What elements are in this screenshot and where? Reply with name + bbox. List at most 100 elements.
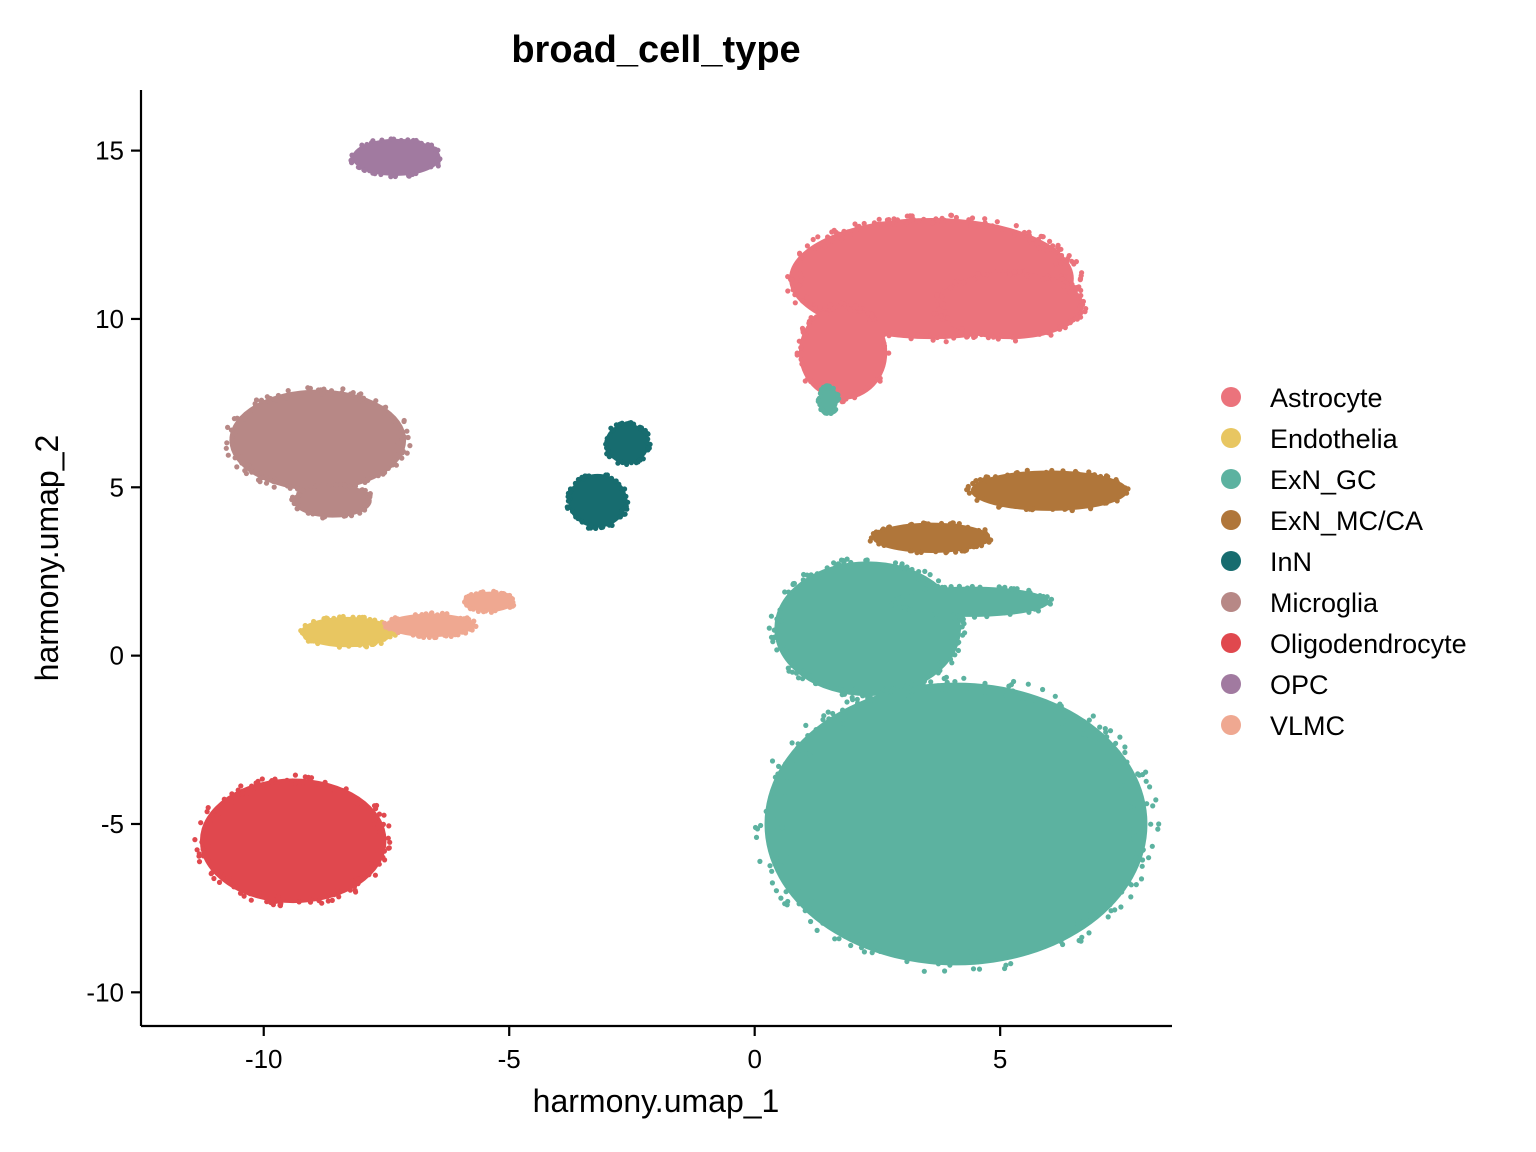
point	[1052, 693, 1058, 699]
point	[245, 462, 251, 468]
point	[567, 488, 574, 495]
point	[852, 686, 858, 692]
point	[833, 229, 839, 235]
point	[620, 459, 626, 466]
point	[1120, 778, 1126, 784]
series-vlmc	[382, 588, 517, 641]
point	[880, 348, 886, 354]
point	[368, 860, 374, 867]
point	[1050, 276, 1056, 283]
point	[1020, 949, 1026, 955]
point	[435, 155, 441, 161]
point	[931, 959, 938, 965]
point	[995, 336, 1001, 342]
point	[962, 630, 968, 636]
point	[278, 900, 284, 907]
point	[928, 679, 934, 685]
point	[826, 716, 832, 722]
point	[234, 464, 240, 470]
point	[978, 331, 985, 338]
point	[834, 562, 840, 568]
point	[1012, 338, 1019, 344]
point	[1082, 735, 1088, 742]
point	[948, 584, 954, 590]
point	[200, 846, 206, 853]
point	[1012, 949, 1018, 955]
point	[240, 790, 246, 796]
point	[978, 543, 985, 549]
point	[789, 589, 795, 596]
series-endothelia	[298, 613, 398, 650]
point	[939, 687, 945, 693]
point	[1126, 867, 1132, 874]
point	[984, 613, 990, 620]
point	[942, 309, 948, 315]
point	[794, 745, 801, 752]
point	[836, 936, 842, 942]
point	[391, 136, 397, 142]
point	[904, 958, 910, 965]
point	[375, 473, 381, 479]
point	[209, 870, 215, 876]
point	[351, 883, 358, 890]
point	[971, 222, 978, 228]
point	[575, 515, 581, 522]
point	[796, 282, 802, 288]
point	[769, 868, 775, 874]
point	[1117, 484, 1123, 490]
point	[1057, 324, 1063, 330]
point	[572, 480, 579, 486]
point	[238, 783, 244, 789]
point	[1055, 244, 1061, 250]
point	[588, 522, 594, 528]
point	[1026, 505, 1032, 511]
point	[1135, 771, 1141, 777]
point	[252, 401, 258, 407]
point	[290, 496, 296, 502]
point	[795, 885, 801, 891]
point	[841, 228, 847, 234]
point	[1071, 294, 1077, 300]
point	[784, 855, 790, 861]
point	[386, 845, 392, 851]
point	[784, 774, 790, 780]
point	[934, 334, 940, 341]
point	[1140, 772, 1146, 778]
point	[1147, 784, 1153, 790]
point	[941, 301, 947, 307]
point	[196, 853, 202, 859]
point	[347, 887, 353, 893]
point	[624, 506, 630, 512]
point	[615, 460, 621, 466]
point	[510, 603, 516, 609]
point	[1042, 707, 1048, 713]
point	[853, 391, 860, 398]
point	[361, 870, 367, 876]
point	[270, 478, 276, 484]
point	[343, 393, 349, 399]
point	[981, 271, 987, 277]
point	[1040, 936, 1046, 942]
point	[419, 612, 425, 618]
point	[847, 306, 853, 312]
point	[779, 825, 785, 831]
point	[830, 710, 836, 717]
point	[395, 440, 401, 446]
point	[362, 643, 368, 649]
point	[1026, 587, 1032, 594]
point	[925, 695, 931, 702]
point	[348, 391, 354, 397]
y-axis: -10 -5 0 5 10 15	[86, 90, 143, 1026]
point	[1110, 747, 1116, 753]
point	[798, 356, 804, 362]
point	[1062, 325, 1068, 331]
point	[853, 303, 859, 309]
point	[802, 746, 809, 752]
point	[507, 592, 513, 599]
point	[888, 688, 894, 695]
point	[380, 471, 386, 477]
point	[1124, 857, 1130, 864]
point	[971, 276, 977, 282]
point	[822, 244, 828, 250]
point	[480, 589, 486, 595]
